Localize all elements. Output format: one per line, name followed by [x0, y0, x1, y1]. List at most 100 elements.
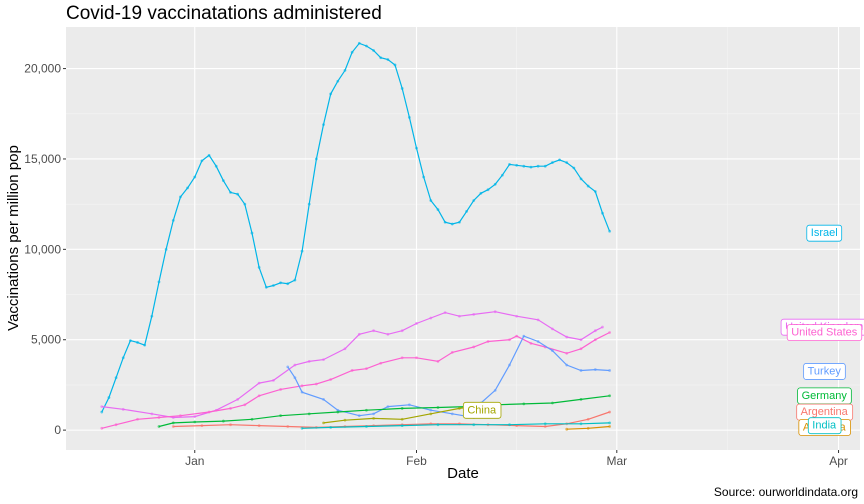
data-point [593, 368, 597, 371]
label-box [803, 363, 846, 380]
data-point [586, 417, 590, 421]
data-point [458, 407, 461, 410]
data-point [365, 408, 368, 412]
data-point [300, 249, 304, 253]
data-point [300, 426, 304, 430]
data-point [508, 423, 511, 427]
data-point [357, 414, 361, 418]
data-point [429, 199, 433, 202]
data-point [608, 410, 612, 414]
data-point [150, 412, 154, 416]
series-lines [100, 41, 612, 431]
data-point [608, 425, 612, 428]
data-point [608, 421, 612, 425]
label-text: Turkey [808, 365, 842, 377]
data-point [393, 63, 397, 67]
data-point [329, 378, 333, 381]
data-point [543, 425, 547, 428]
data-point [565, 161, 569, 164]
label-box [807, 417, 842, 435]
data-point [114, 423, 118, 427]
data-point [500, 173, 504, 177]
data-point [579, 177, 583, 181]
data-point [379, 56, 383, 60]
y-tick-label: 0 [54, 423, 61, 437]
data-point [608, 394, 612, 398]
data-point [543, 164, 547, 168]
data-point [579, 369, 583, 372]
x-tick-label: Jan [185, 454, 204, 468]
y-tick-label: 20,000 [24, 62, 61, 76]
data-point [472, 199, 476, 202]
series-line-india [302, 422, 610, 429]
y-tick-label: 10,000 [24, 242, 61, 256]
data-point [207, 410, 211, 414]
data-point [171, 421, 175, 425]
data-point [508, 162, 511, 166]
data-point [593, 329, 597, 333]
data-point [343, 68, 347, 72]
data-point [493, 310, 497, 314]
data-point [515, 334, 519, 338]
data-point [586, 426, 590, 430]
data-point [400, 407, 404, 410]
data-point [307, 360, 311, 363]
data-point [236, 192, 240, 196]
y-axis-title: Vaccinations per million pop [5, 145, 22, 331]
data-point [121, 407, 125, 411]
x-tick-label: Apr [829, 454, 848, 468]
data-point [307, 412, 311, 416]
data-point [279, 281, 282, 285]
data-point [179, 414, 182, 418]
data-point [293, 278, 297, 282]
series-india [300, 421, 612, 430]
data-point [336, 410, 340, 414]
data-point [293, 376, 297, 380]
data-point [329, 426, 333, 429]
data-point [257, 424, 261, 427]
data-point [357, 41, 361, 45]
series-label-argentina: Argentina [796, 403, 854, 421]
data-point [314, 157, 318, 161]
data-point [343, 418, 347, 422]
label-text: Germany [802, 390, 848, 402]
data-point [257, 381, 261, 385]
data-point [608, 369, 612, 372]
series-australia [565, 425, 612, 431]
data-point [536, 340, 540, 343]
data-point [207, 153, 211, 157]
data-point [450, 222, 454, 226]
data-point [579, 422, 583, 426]
data-point [372, 49, 375, 52]
data-point [515, 314, 519, 318]
data-point [286, 365, 290, 369]
data-point [286, 425, 290, 428]
data-point [257, 266, 261, 269]
data-point [400, 329, 404, 333]
data-point [336, 79, 340, 83]
data-point [458, 220, 461, 224]
data-point [229, 407, 232, 410]
data-point [179, 195, 182, 199]
data-point [572, 166, 576, 170]
x-tick-label: Feb [406, 454, 427, 468]
label-text: China [467, 404, 497, 416]
data-point [171, 425, 175, 428]
series-label-germany: Germany [797, 387, 852, 405]
data-point [593, 338, 597, 342]
y-axis-ticks: 0 5,000 10,000 15,000 20,000 [24, 62, 66, 437]
data-point [300, 384, 304, 388]
data-point [543, 422, 547, 426]
data-point [157, 425, 161, 428]
data-point [558, 158, 561, 162]
data-point [493, 388, 497, 392]
data-point [250, 417, 254, 421]
data-point [586, 184, 590, 188]
data-point [114, 376, 118, 380]
data-point [522, 402, 526, 406]
data-point [479, 191, 483, 195]
data-point [601, 211, 604, 215]
data-point [536, 318, 540, 322]
data-point [386, 58, 390, 61]
